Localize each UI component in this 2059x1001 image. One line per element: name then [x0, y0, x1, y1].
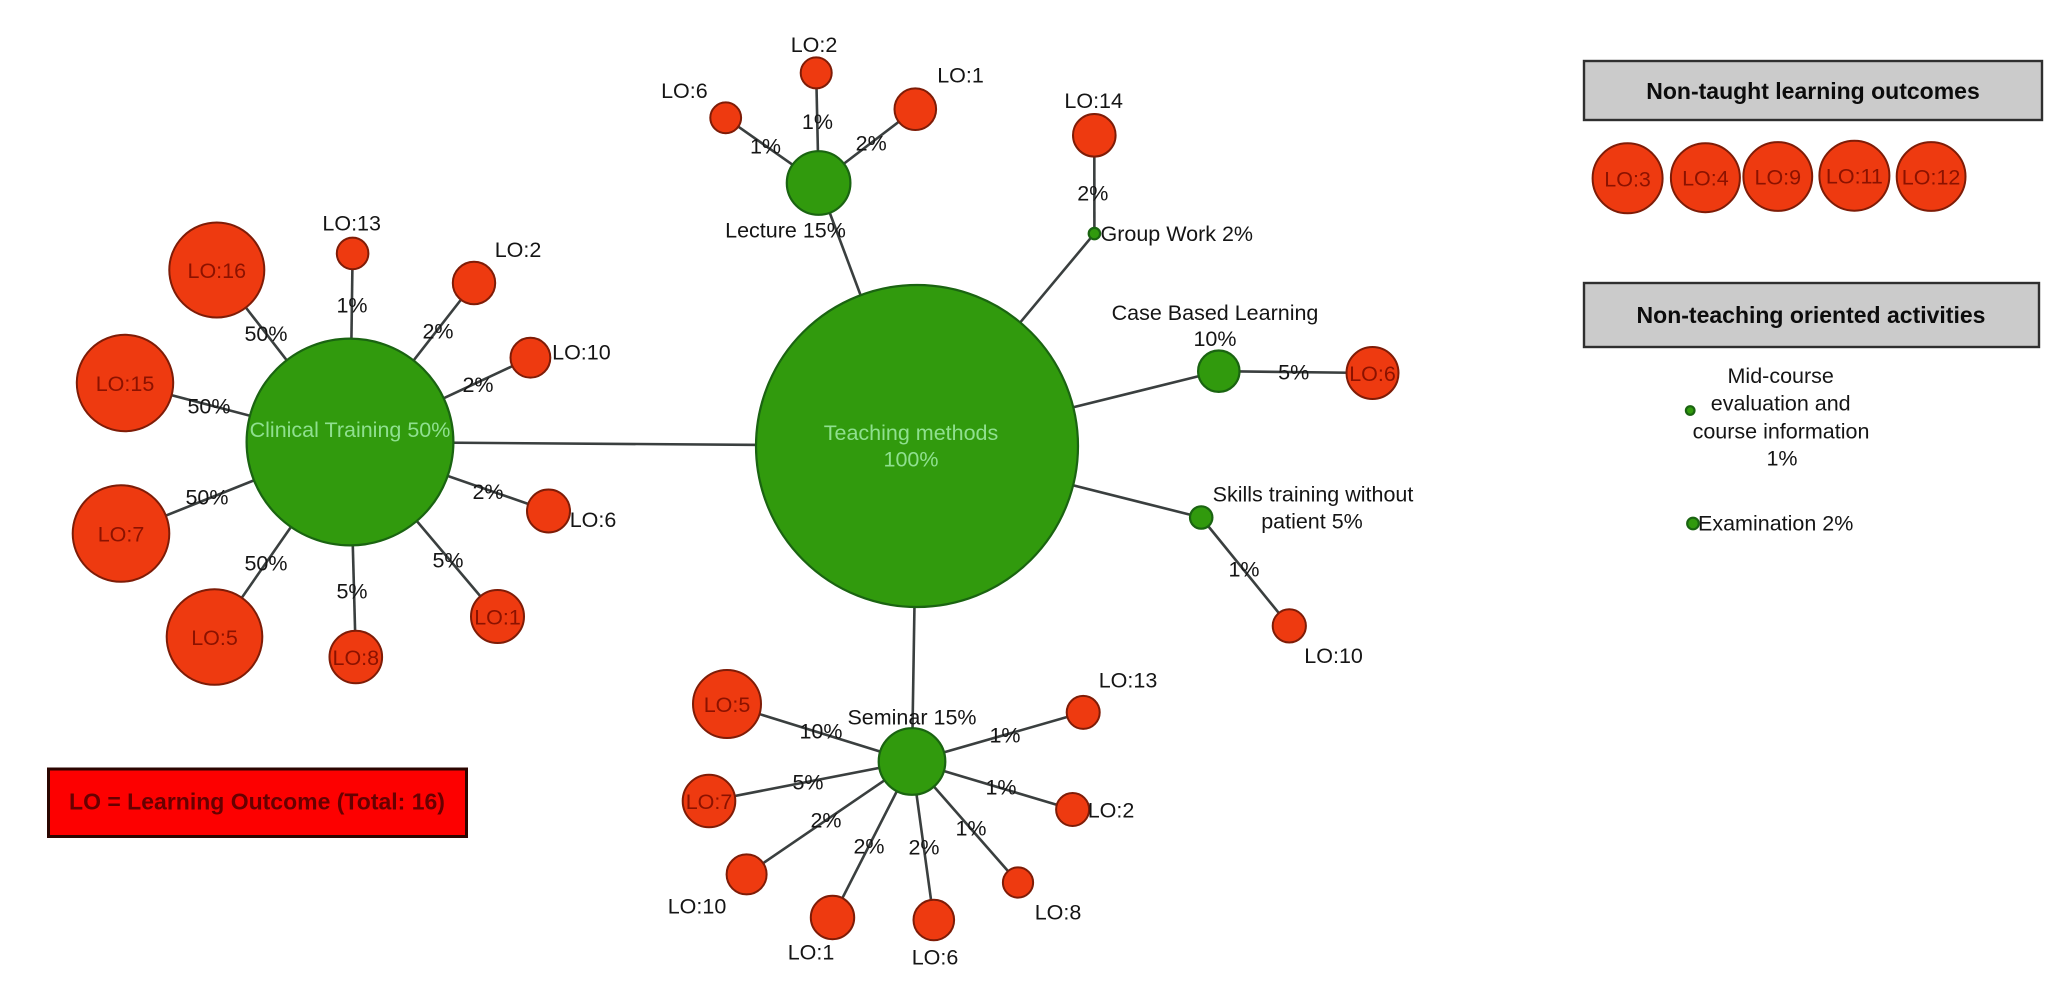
svg-text:Clinical Training 50%: Clinical Training 50% — [250, 418, 451, 442]
svg-text:Non-teaching oriented activiti: Non-teaching oriented activities — [1637, 302, 1986, 328]
svg-text:LO:7: LO:7 — [686, 790, 733, 814]
svg-text:course information: course information — [1693, 420, 1870, 444]
svg-text:5%: 5% — [432, 549, 463, 573]
svg-text:LO:1: LO:1 — [788, 941, 835, 965]
svg-text:Group Work 2%: Group Work 2% — [1101, 222, 1254, 246]
svg-text:LO:10: LO:10 — [1304, 644, 1363, 668]
svg-text:2%: 2% — [810, 809, 841, 833]
svg-text:2%: 2% — [1077, 182, 1108, 206]
svg-text:LO:5: LO:5 — [704, 693, 751, 717]
svg-text:5%: 5% — [792, 771, 823, 795]
svg-text:50%: 50% — [185, 486, 228, 510]
svg-text:LO:5: LO:5 — [191, 626, 238, 650]
svg-text:Skills training without: Skills training without — [1213, 483, 1414, 507]
svg-text:2%: 2% — [472, 480, 503, 504]
svg-text:LO:2: LO:2 — [1088, 799, 1135, 823]
svg-text:1%: 1% — [1766, 447, 1797, 471]
svg-text:50%: 50% — [244, 322, 287, 346]
svg-text:LO:6: LO:6 — [661, 79, 708, 103]
svg-text:2%: 2% — [856, 132, 887, 156]
svg-text:Mid-course: Mid-course — [1728, 364, 1834, 388]
svg-text:LO:15: LO:15 — [96, 372, 155, 396]
svg-text:LO:9: LO:9 — [1754, 166, 1801, 190]
svg-text:100%: 100% — [884, 448, 939, 472]
svg-text:LO:8: LO:8 — [1035, 901, 1082, 925]
svg-text:LO:14: LO:14 — [1064, 89, 1123, 113]
svg-text:LO:8: LO:8 — [332, 646, 379, 670]
svg-text:LO:7: LO:7 — [98, 523, 145, 547]
svg-text:LO:2: LO:2 — [495, 238, 542, 262]
svg-text:LO:6: LO:6 — [570, 508, 617, 532]
svg-text:Examination 2%: Examination 2% — [1698, 512, 1853, 536]
svg-text:patient 5%: patient 5% — [1261, 510, 1363, 534]
svg-text:50%: 50% — [244, 552, 287, 576]
svg-text:LO:13: LO:13 — [322, 212, 381, 236]
svg-text:LO:13: LO:13 — [1099, 669, 1158, 693]
svg-text:Non-taught learning outcomes: Non-taught learning outcomes — [1646, 78, 1980, 104]
svg-text:LO:3: LO:3 — [1604, 167, 1651, 191]
svg-text:LO = Learning Outcome (Total:: LO = Learning Outcome (Total: 16) — [69, 789, 445, 815]
svg-text:2%: 2% — [462, 373, 493, 397]
svg-text:1%: 1% — [802, 110, 833, 134]
svg-text:evaluation and: evaluation and — [1711, 392, 1851, 416]
svg-text:5%: 5% — [336, 580, 367, 604]
svg-text:Case Based Learning: Case Based Learning — [1112, 301, 1319, 325]
svg-text:2%: 2% — [422, 320, 453, 344]
svg-text:1%: 1% — [955, 817, 986, 841]
svg-text:2%: 2% — [908, 836, 939, 860]
svg-text:1%: 1% — [989, 724, 1020, 748]
svg-text:Teaching methods: Teaching methods — [824, 421, 999, 445]
svg-text:Lecture 15%: Lecture 15% — [725, 219, 846, 243]
svg-text:LO:16: LO:16 — [188, 259, 247, 283]
svg-text:1%: 1% — [985, 776, 1016, 800]
svg-text:LO:10: LO:10 — [668, 895, 727, 919]
svg-text:LO:1: LO:1 — [474, 606, 521, 630]
svg-text:LO:10: LO:10 — [552, 341, 611, 365]
svg-text:1%: 1% — [336, 294, 367, 318]
svg-text:1%: 1% — [750, 135, 781, 159]
svg-text:10%: 10% — [799, 720, 842, 744]
svg-text:Seminar 15%: Seminar 15% — [847, 706, 976, 730]
svg-text:LO:11: LO:11 — [1826, 165, 1883, 189]
svg-text:2%: 2% — [853, 835, 884, 859]
svg-text:5%: 5% — [1278, 361, 1309, 385]
svg-text:LO:1: LO:1 — [937, 64, 984, 88]
svg-text:50%: 50% — [187, 395, 230, 419]
svg-text:1%: 1% — [1228, 558, 1259, 582]
svg-text:LO:2: LO:2 — [791, 33, 838, 57]
svg-text:LO:4: LO:4 — [1682, 167, 1729, 191]
svg-text:LO:6: LO:6 — [912, 946, 959, 970]
svg-text:LO:12: LO:12 — [1902, 166, 1961, 190]
svg-text:10%: 10% — [1193, 327, 1236, 351]
svg-text:LO:6: LO:6 — [1349, 362, 1396, 386]
